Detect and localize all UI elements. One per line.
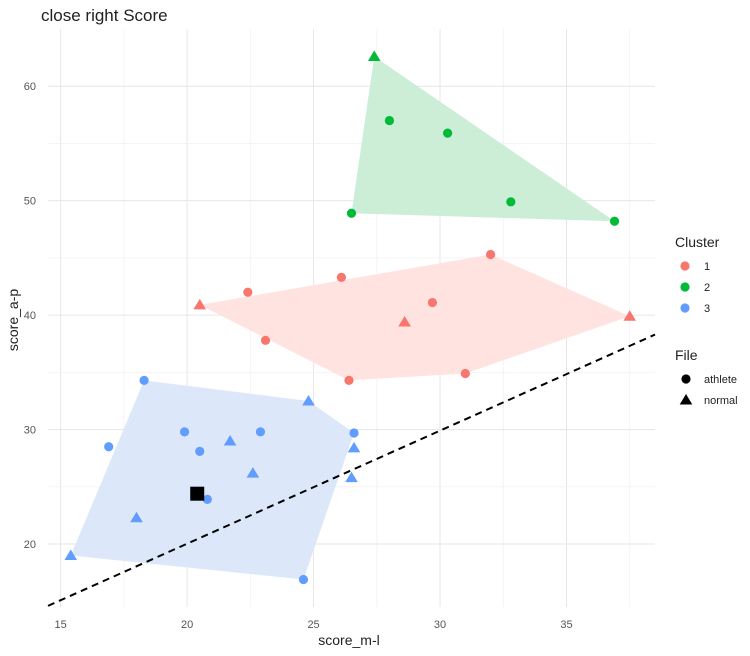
legend-cluster-3-key bbox=[680, 303, 690, 313]
cluster-3-point bbox=[345, 471, 358, 483]
cluster-1-point bbox=[243, 287, 253, 297]
x-tick-label: 35 bbox=[560, 619, 572, 631]
cluster-2-point bbox=[367, 50, 381, 61]
cluster-1-point bbox=[460, 368, 470, 379]
cluster-1-point bbox=[193, 298, 207, 310]
cluster-2-point bbox=[609, 216, 620, 226]
legend-cluster-items: 1 2 3 bbox=[680, 261, 710, 315]
cluster-3-point bbox=[223, 435, 237, 446]
cluster-3-point bbox=[195, 446, 205, 456]
legend-file-label: athlete bbox=[704, 374, 737, 386]
cluster-3-hull bbox=[70, 380, 355, 580]
cluster-hulls bbox=[70, 56, 630, 580]
reference-line bbox=[47, 333, 656, 607]
x-axis-title: score_m-l bbox=[318, 632, 379, 648]
cluster-3-point bbox=[349, 428, 359, 438]
legend-cluster-label: 1 bbox=[704, 261, 710, 273]
cluster-1-point bbox=[398, 316, 411, 327]
data-points bbox=[64, 50, 637, 585]
legend: Cluster 1 2 3 File athlete normal bbox=[675, 234, 738, 407]
cluster-3-point bbox=[64, 549, 78, 560]
cluster-3-point bbox=[139, 375, 149, 385]
legend-file-normal-key bbox=[679, 394, 693, 405]
cluster-3-point bbox=[130, 511, 143, 523]
cluster-2-hull bbox=[351, 56, 615, 222]
cluster-2-point bbox=[506, 197, 516, 207]
y-tick-label: 50 bbox=[24, 196, 36, 208]
chart-title: close right Score bbox=[41, 6, 168, 25]
legend-file-title: File bbox=[675, 347, 698, 363]
legend-cluster-title: Cluster bbox=[675, 234, 720, 250]
legend-cluster-2-key bbox=[680, 282, 690, 292]
cluster-3-point bbox=[202, 494, 212, 505]
cluster-1-hull bbox=[199, 254, 630, 381]
cluster-1-point bbox=[427, 297, 438, 308]
cluster-1-point bbox=[344, 375, 354, 385]
x-tick-label: 15 bbox=[55, 619, 67, 631]
cluster-1-point bbox=[623, 310, 637, 321]
y-tick-label: 30 bbox=[24, 425, 36, 437]
x-axis-ticks: 15 20 25 30 35 bbox=[55, 619, 573, 631]
x-tick-label: 30 bbox=[434, 619, 446, 631]
y-tick-label: 20 bbox=[24, 539, 36, 551]
y-tick-label: 60 bbox=[24, 81, 36, 93]
cluster-2-point bbox=[443, 128, 453, 138]
cluster-3-point bbox=[104, 442, 114, 452]
cluster-3-point bbox=[246, 467, 260, 478]
legend-cluster-1-key bbox=[680, 261, 690, 271]
cluster-2-point bbox=[346, 208, 357, 218]
highlighted-point bbox=[190, 486, 205, 501]
cluster-3-point bbox=[347, 441, 361, 453]
legend-file-items: athlete normal bbox=[679, 374, 738, 407]
cluster-3-point bbox=[302, 394, 315, 406]
y-axis-ticks: 20 30 40 50 60 bbox=[24, 81, 36, 551]
y-axis-title: score_a-p bbox=[5, 289, 21, 351]
y-tick-label: 40 bbox=[24, 310, 36, 322]
cluster-3-point bbox=[179, 427, 190, 437]
cluster-1-point bbox=[260, 335, 271, 345]
dashed-reference-line bbox=[47, 333, 656, 607]
x-tick-label: 20 bbox=[181, 619, 193, 631]
legend-cluster-label: 2 bbox=[704, 282, 710, 294]
cluster-3-point bbox=[255, 427, 266, 437]
cluster-2-point bbox=[384, 115, 395, 126]
x-tick-label: 25 bbox=[307, 619, 319, 631]
cluster-3-point bbox=[298, 574, 309, 585]
legend-file-athlete-key bbox=[681, 374, 691, 384]
legend-cluster-label: 3 bbox=[704, 303, 710, 315]
cluster-1-point bbox=[336, 272, 346, 282]
legend-file-label: normal bbox=[704, 395, 738, 407]
cluster-1-point bbox=[486, 249, 496, 260]
